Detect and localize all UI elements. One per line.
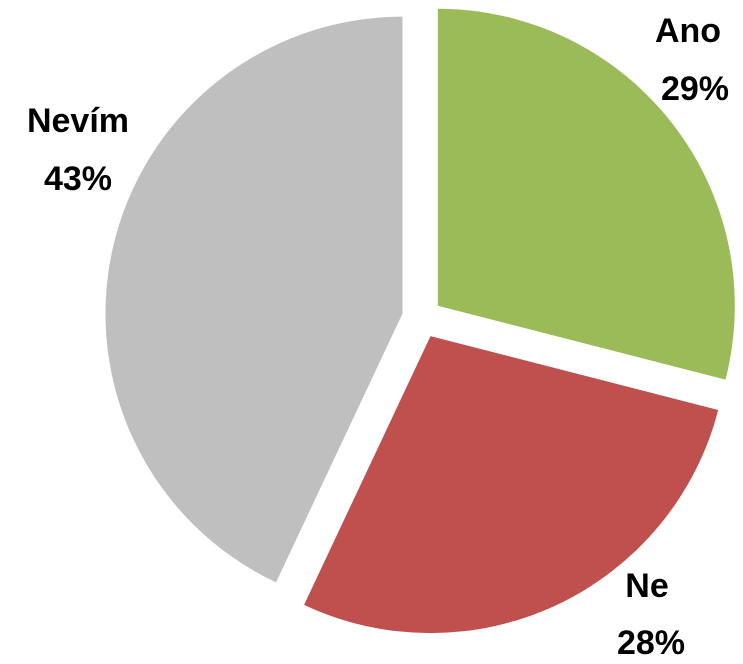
slice-label-ne-value: 28% — [617, 624, 685, 662]
pie-slice-ne — [304, 336, 719, 634]
pie-slice-ano — [437, 8, 735, 380]
slice-label-ano-value: 29% — [661, 70, 729, 108]
slice-label-ano-name: Ano — [655, 12, 721, 50]
slice-label-ne-name: Ne — [625, 567, 668, 605]
slice-label-nevim-value: 43% — [44, 160, 112, 198]
pie-slices — [105, 8, 735, 634]
slice-label-nevim-name: Nevím — [27, 102, 129, 140]
pie-slice-nevim — [105, 16, 403, 583]
